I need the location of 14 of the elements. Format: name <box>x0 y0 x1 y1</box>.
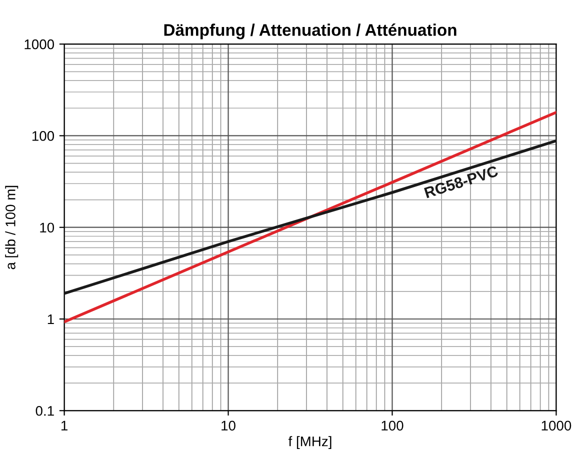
y-tick-label: 10 <box>40 222 54 233</box>
y-tick-label: 1000 <box>24 39 54 50</box>
y-tick-label: 0.1 <box>36 406 54 416</box>
x-tick-label: 100 <box>382 420 404 431</box>
chart-title: Dämpfung / Attenuation / Atténuation <box>164 24 456 40</box>
y-tick-label: 100 <box>32 131 54 141</box>
x-axis-title: f [MHz] <box>288 436 332 450</box>
x-tick-label: 1 <box>61 420 68 430</box>
line-series <box>64 139 556 295</box>
line-series <box>64 110 556 324</box>
x-tick-label: 10 <box>222 420 236 431</box>
y-axis-title: a [db / 100 m] <box>5 186 18 270</box>
x-tick-label: 1000 <box>542 420 572 431</box>
y-tick-label: 1 <box>48 314 54 324</box>
